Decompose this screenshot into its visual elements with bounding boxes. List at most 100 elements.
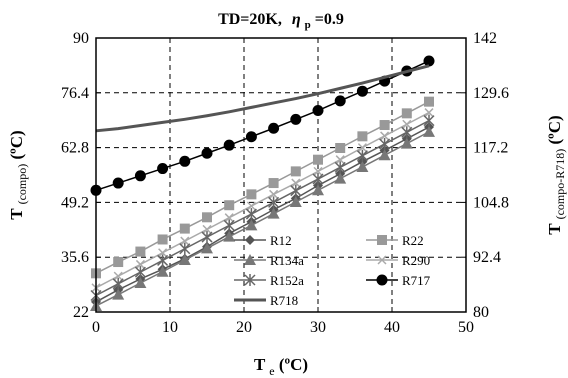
data-point-r290 xyxy=(269,189,279,199)
y2-axis-title-sub: (compo-R718) xyxy=(553,149,567,220)
data-point-r290 xyxy=(224,213,234,223)
data-point-r134a xyxy=(400,137,413,149)
y2-axis-title-main: T xyxy=(545,223,564,235)
x-axis-title: T e (ºC) xyxy=(254,355,308,378)
data-point-r290 xyxy=(357,143,367,153)
legend-swatch-marker xyxy=(245,235,255,245)
data-point-r22 xyxy=(424,96,434,107)
legend-item-r22: R22 xyxy=(366,233,424,248)
chart-title-eta-value: =0.9 xyxy=(315,11,344,28)
y2-tick-label: 92.4 xyxy=(473,249,501,266)
series-r718 xyxy=(95,64,430,133)
y2-tick-label: 142 xyxy=(473,30,497,47)
series-r152a xyxy=(90,114,435,302)
data-point-r290 xyxy=(202,224,212,234)
marker-stroke xyxy=(224,213,234,223)
marker-stroke xyxy=(180,236,190,246)
data-point-r152a xyxy=(379,137,391,150)
data-point-r290 xyxy=(246,201,256,211)
y2-tick-label: 129.6 xyxy=(473,85,509,102)
legend-item-r290: R290 xyxy=(366,253,430,268)
y2-axis-title: T (compo-R718) (ºC) xyxy=(545,115,568,234)
data-point-r717 xyxy=(157,163,169,175)
series-line-r12 xyxy=(95,126,430,303)
marker-stroke xyxy=(202,224,212,234)
data-point-r290 xyxy=(380,131,390,141)
data-point-r290 xyxy=(402,119,412,129)
legend-label: R12 xyxy=(270,233,292,248)
series-r134a xyxy=(90,125,435,311)
data-point-r134a xyxy=(423,125,435,137)
data-point-r134a xyxy=(201,242,213,254)
x-axis-title-main: T xyxy=(254,355,266,374)
y-axis-title-unit: (ºC) xyxy=(7,130,26,159)
legend-swatch-marker xyxy=(376,274,388,286)
data-point-r152a xyxy=(423,114,435,127)
legend-item-r717: R717 xyxy=(366,273,431,288)
data-point-r717 xyxy=(356,85,368,97)
y-tick-label: 76.4 xyxy=(61,85,89,102)
data-point-r152a xyxy=(223,219,235,232)
marker-stroke xyxy=(335,155,345,165)
data-point-r22 xyxy=(202,212,212,223)
x-tick-label: 40 xyxy=(384,319,400,336)
data-point-r134a xyxy=(223,230,236,242)
marker-stroke xyxy=(313,166,323,176)
chart-title-eta-sub: p xyxy=(305,19,311,31)
x-axis-title-sub: e xyxy=(269,364,274,378)
data-point-r290 xyxy=(424,108,434,118)
y2-axis-title-unit: (ºC) xyxy=(545,115,564,144)
data-point-r717 xyxy=(245,131,257,143)
marker-stroke xyxy=(402,119,412,129)
series-r22 xyxy=(91,96,434,279)
marker-stroke xyxy=(424,108,434,118)
data-point-r22 xyxy=(135,246,146,257)
plot-frame xyxy=(95,37,467,313)
legend-swatch-marker xyxy=(244,274,256,286)
marker-stroke xyxy=(269,189,279,199)
data-point-r717 xyxy=(290,113,302,125)
legend-item-r134a: R134a xyxy=(234,253,304,268)
chart-title-text: TD=20K, xyxy=(218,11,282,28)
data-point-r717 xyxy=(312,105,324,117)
marker-stroke xyxy=(291,178,301,188)
marker-stroke xyxy=(113,271,123,281)
data-point-r717 xyxy=(334,95,346,107)
data-point-r152a xyxy=(245,208,257,221)
y-axis-title-sub: (compo) xyxy=(15,164,29,205)
data-point-r290 xyxy=(180,236,190,246)
data-point-r134a xyxy=(156,265,169,277)
series-line-r290 xyxy=(95,111,430,289)
series-line-r718 xyxy=(95,64,430,133)
data-point-r717 xyxy=(134,170,146,182)
series-line-r134a xyxy=(95,131,430,307)
data-point-r717 xyxy=(201,147,213,159)
data-point-r290 xyxy=(113,271,123,281)
series-line-r22 xyxy=(95,101,430,274)
x-tick-label: 10 xyxy=(162,319,178,336)
chart-title-eta: η xyxy=(292,11,301,28)
data-point-r152a xyxy=(157,254,169,267)
y-tick-label: 22 xyxy=(73,304,89,321)
legend-swatch-marker xyxy=(377,255,387,265)
x-tick-label: 20 xyxy=(236,319,252,336)
marker-stroke xyxy=(246,201,256,211)
legend-swatch-marker xyxy=(244,254,256,265)
data-point-r290 xyxy=(135,259,145,269)
data-point-r152a xyxy=(334,161,346,174)
data-point-r22 xyxy=(246,189,257,200)
marker-stroke xyxy=(377,255,387,265)
axis-ticks: 0 10 20 30 40 50 22 35.6 49.2 62.8 76.4 90 80 92.4 104… xyxy=(61,30,509,336)
y2-tick-label: 80 xyxy=(473,304,489,321)
legend-label: R134a xyxy=(270,253,304,268)
data-point-r22 xyxy=(290,166,301,177)
plot-series xyxy=(90,55,435,311)
data-point-r717 xyxy=(223,139,235,151)
x-tick-label: 50 xyxy=(458,319,474,336)
marker-stroke xyxy=(135,259,145,269)
data-point-r152a xyxy=(290,184,302,197)
data-point-r134a xyxy=(356,160,369,172)
data-point-r22 xyxy=(179,223,190,234)
legend-item-r12: R12 xyxy=(234,233,292,248)
